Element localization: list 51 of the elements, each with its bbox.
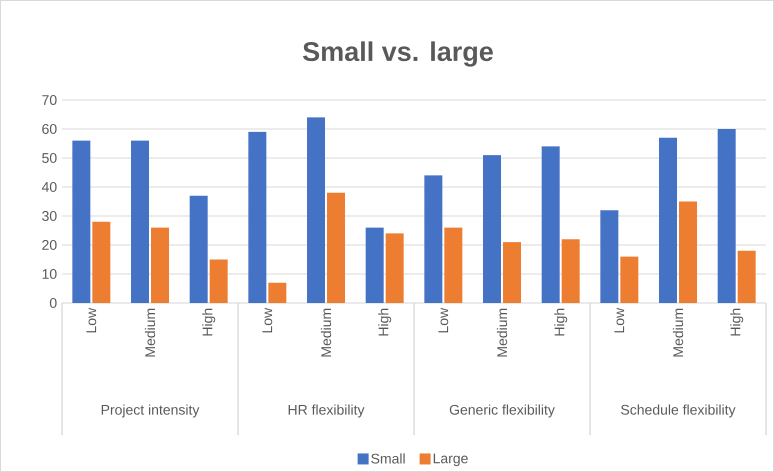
bar — [386, 233, 404, 303]
y-tick-label: 10 — [42, 269, 57, 279]
bar — [444, 228, 462, 303]
bar — [72, 140, 90, 303]
legend-label: Small — [371, 453, 405, 464]
text: HR flexibility — [288, 404, 364, 418]
bar — [210, 259, 228, 303]
bar — [131, 140, 150, 303]
y-tick-label: 60 — [42, 124, 57, 134]
bar — [483, 155, 502, 303]
x-tick-label: Low — [262, 308, 272, 332]
chart-title: Small vs. large — [302, 41, 493, 67]
bar — [679, 201, 698, 303]
bar — [424, 175, 442, 303]
text: Schedule flexibility — [621, 404, 736, 418]
bar — [190, 196, 208, 303]
bar — [659, 138, 678, 303]
bar — [327, 192, 346, 303]
bar — [562, 239, 580, 303]
text: Generic flexibility — [450, 404, 555, 418]
x-tick-label: High — [554, 308, 568, 336]
bar — [718, 128, 736, 303]
y-tick-label: 20 — [42, 240, 57, 250]
bar — [248, 132, 266, 303]
bar — [366, 228, 384, 303]
y-tick-label: 0 — [50, 298, 57, 308]
x-tick-label: Medium — [320, 308, 332, 356]
y-tick-label: 30 — [42, 211, 57, 221]
x-tick-label: High — [202, 308, 216, 336]
bar — [151, 228, 170, 303]
y-tick-label: 50 — [42, 153, 57, 163]
bar — [600, 210, 618, 303]
x-tick-label: Medium — [144, 308, 156, 356]
bar — [92, 222, 110, 303]
bar — [307, 117, 326, 303]
x-tick-label: Low — [86, 308, 96, 332]
x-tick-label: Low — [438, 308, 448, 332]
x-tick-label: Medium — [672, 308, 684, 356]
x-tick-label: High — [378, 308, 392, 336]
y-tick-label: 40 — [42, 182, 57, 192]
text: Project intensity — [102, 404, 200, 418]
x-tick-label: High — [730, 308, 744, 336]
x-tick-label: Medium — [496, 308, 508, 356]
bar — [738, 250, 756, 303]
bar — [503, 242, 522, 303]
legend-label: Large — [434, 454, 468, 466]
bar — [620, 256, 638, 303]
bar — [542, 146, 560, 303]
y-tick-label: 70 — [42, 95, 57, 105]
bar — [268, 282, 286, 303]
x-tick-label: Low — [614, 308, 624, 332]
